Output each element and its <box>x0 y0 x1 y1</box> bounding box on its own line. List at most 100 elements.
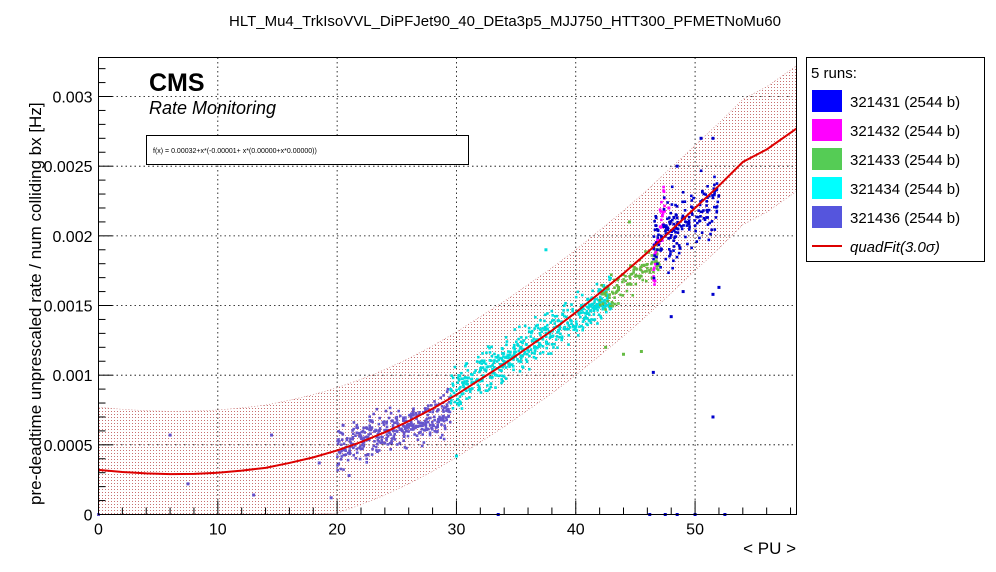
data-point <box>440 405 444 408</box>
y-tick-label-2: 0.001 <box>52 368 92 385</box>
data-point <box>582 318 586 322</box>
data-point <box>632 268 636 272</box>
data-point <box>668 247 671 251</box>
data-point <box>351 437 355 441</box>
data-point <box>442 419 446 423</box>
data-point <box>691 213 694 216</box>
data-point <box>483 359 486 363</box>
data-point <box>547 342 550 346</box>
data-point <box>348 451 352 455</box>
data-point <box>420 427 424 431</box>
data-point <box>699 215 702 218</box>
data-point <box>713 228 717 231</box>
legend-swatch-2 <box>812 148 842 170</box>
data-point <box>582 307 585 311</box>
data-point <box>451 382 455 385</box>
data-point <box>543 319 546 323</box>
data-point <box>468 396 471 399</box>
legend-label-3: 321434 (2544 b) <box>850 181 960 198</box>
data-point <box>372 444 376 448</box>
data-point <box>456 401 459 405</box>
data-point <box>368 426 372 429</box>
data-point <box>414 424 418 428</box>
data-point <box>505 355 508 359</box>
data-point <box>458 400 462 403</box>
data-point <box>653 219 656 223</box>
data-point <box>356 431 360 435</box>
data-point <box>345 438 349 442</box>
data-point <box>500 378 503 381</box>
data-point <box>433 429 437 433</box>
data-point <box>476 383 480 387</box>
data-point <box>385 420 389 424</box>
data-point <box>553 322 556 325</box>
y-tick-label-1: 0.0005 <box>44 438 93 455</box>
data-point <box>536 323 539 327</box>
data-point <box>436 420 439 424</box>
data-point <box>358 434 361 438</box>
data-point <box>493 352 496 356</box>
data-point <box>458 387 461 390</box>
data-point <box>478 387 482 391</box>
data-point <box>364 426 368 429</box>
plot-border <box>98 57 797 515</box>
data-point <box>486 365 490 368</box>
data-point <box>510 355 514 359</box>
data-point <box>500 369 503 373</box>
data-point <box>438 415 441 419</box>
series-4 <box>496 136 727 516</box>
data-point <box>409 428 413 431</box>
data-point <box>590 296 594 300</box>
data-point <box>631 293 635 297</box>
data-point <box>667 237 671 240</box>
data-point <box>592 307 596 310</box>
data-point <box>521 366 525 369</box>
data-point <box>500 374 503 378</box>
data-point <box>713 183 716 187</box>
data-point <box>680 225 683 228</box>
data-point <box>369 420 372 423</box>
data-point <box>427 416 431 420</box>
data-point <box>672 239 675 243</box>
data-point <box>656 268 660 272</box>
data-point <box>538 328 542 331</box>
data-point <box>585 309 589 313</box>
data-point <box>359 447 363 451</box>
data-point <box>447 414 451 418</box>
data-point <box>706 223 710 226</box>
data-point <box>585 312 589 316</box>
data-point <box>439 396 442 400</box>
data-point <box>664 257 668 261</box>
data-point <box>669 253 672 256</box>
data-point <box>536 326 540 330</box>
data-point <box>616 289 619 293</box>
data-point <box>652 235 656 238</box>
data-point <box>715 182 719 185</box>
data-point <box>544 248 548 252</box>
data-point <box>711 136 715 140</box>
data-point <box>432 415 436 419</box>
data-point <box>706 184 709 188</box>
data-point <box>168 433 172 437</box>
data-point <box>560 338 563 342</box>
data-point <box>368 428 371 432</box>
data-point <box>385 436 388 440</box>
data-point <box>591 306 594 310</box>
data-point <box>676 227 680 231</box>
data-point <box>616 278 619 282</box>
data-point <box>449 402 453 405</box>
data-point <box>597 298 600 302</box>
data-point <box>477 388 480 392</box>
data-point <box>702 192 706 196</box>
data-point <box>545 342 548 345</box>
data-point <box>344 453 348 456</box>
data-point <box>549 321 553 324</box>
data-point <box>486 345 490 348</box>
data-point <box>699 169 703 173</box>
data-point <box>412 413 415 417</box>
data-point <box>605 310 608 314</box>
data-point <box>505 340 509 343</box>
data-point <box>527 326 531 330</box>
data-point <box>640 264 644 267</box>
data-point <box>397 409 401 413</box>
